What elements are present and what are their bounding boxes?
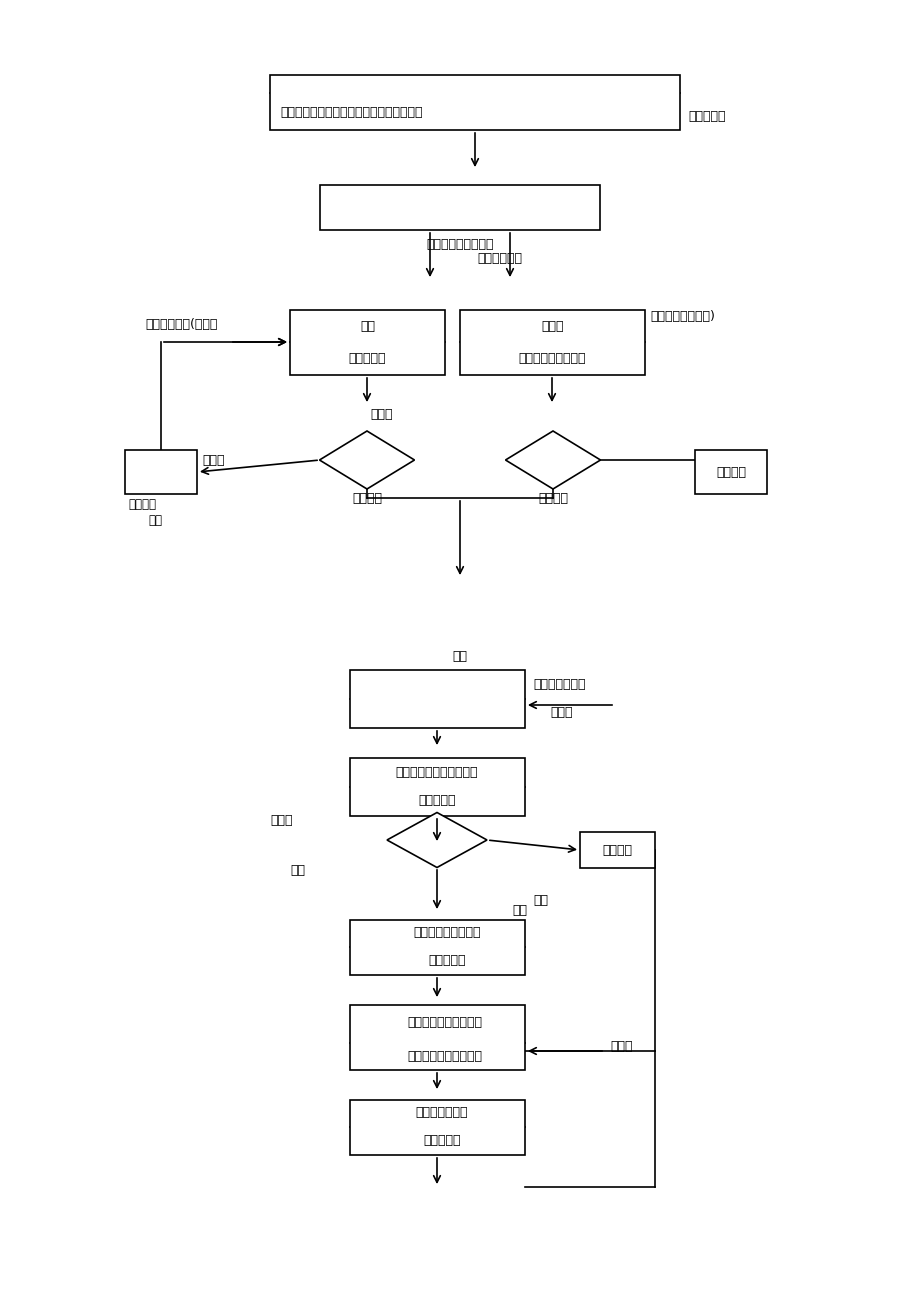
Text: 安装中间交接验收): 安装中间交接验收) (650, 310, 714, 323)
Text: 签认安装质量验收单: 签认安装质量验收单 (413, 927, 481, 940)
Text: 承包人: 承包人 (540, 319, 563, 332)
Text: 监理工程师: 监理工程师 (687, 111, 725, 124)
Text: 整改: 整改 (148, 513, 162, 526)
Text: 部件及设备安装: 部件及设备安装 (532, 678, 584, 691)
Polygon shape (319, 431, 414, 490)
Text: 合格: 合格 (532, 893, 548, 906)
Bar (289, 310, 445, 375)
Text: 验收结果: 验收结果 (601, 844, 631, 857)
Text: 承包人: 承包人 (550, 707, 572, 720)
Text: 监理工程师: 监理工程师 (423, 1134, 460, 1147)
Bar (125, 450, 197, 493)
Text: 业主解决: 业主解决 (128, 499, 156, 512)
Bar (460, 310, 644, 375)
Text: 合格: 合格 (452, 650, 467, 663)
Bar (694, 450, 766, 493)
Text: 部件及设备安装准备: 部件及设备安装准备 (425, 237, 494, 250)
Text: 返工: 返工 (289, 863, 305, 876)
Text: 承包人、监理工程师: 承包人、监理工程师 (518, 352, 585, 365)
Text: 验收结果: 验收结果 (538, 491, 567, 504)
Text: 系统强度、严性、真空: 系统强度、严性、真空 (407, 1017, 482, 1030)
Bar (349, 671, 525, 728)
Polygon shape (387, 812, 486, 867)
Bar (269, 76, 679, 130)
Text: 监理工程师: 监理工程师 (348, 352, 386, 365)
Text: 监理工程师: 监理工程师 (418, 794, 455, 807)
Text: 不合格: 不合格 (202, 453, 224, 466)
Text: 不合格: 不合格 (369, 409, 392, 422)
Bar (349, 921, 525, 975)
Text: 度等试验及敏感件试验: 度等试验及敏感件试验 (407, 1051, 482, 1064)
Bar (349, 758, 525, 816)
Bar (579, 832, 654, 868)
Polygon shape (505, 431, 600, 490)
Text: 合格: 合格 (512, 904, 527, 917)
Text: 签认零部件制作质量验收单或隐蔽工程验收: 签认零部件制作质量验收单或隐蔽工程验收 (279, 105, 422, 118)
Text: 承包人: 承包人 (609, 1039, 632, 1052)
Text: 验收结果: 验收结果 (715, 466, 745, 479)
Text: 现场检查或复测: 现场检查或复测 (415, 1107, 468, 1120)
Text: 安装现场验收(土建与: 安装现场验收(土建与 (145, 319, 217, 332)
Bar (320, 185, 599, 230)
Text: 设备开箱验收: 设备开箱验收 (477, 251, 522, 264)
Text: 业主: 业主 (359, 319, 375, 332)
Text: 监理工程师: 监理工程师 (427, 953, 465, 966)
Text: 验收结果: 验收结果 (352, 491, 381, 504)
Text: 不合格: 不合格 (269, 814, 292, 827)
Bar (349, 1005, 525, 1070)
Bar (349, 1100, 525, 1155)
Text: 部件及设备安装质量验收: 部件及设备安装质量验收 (395, 766, 478, 779)
